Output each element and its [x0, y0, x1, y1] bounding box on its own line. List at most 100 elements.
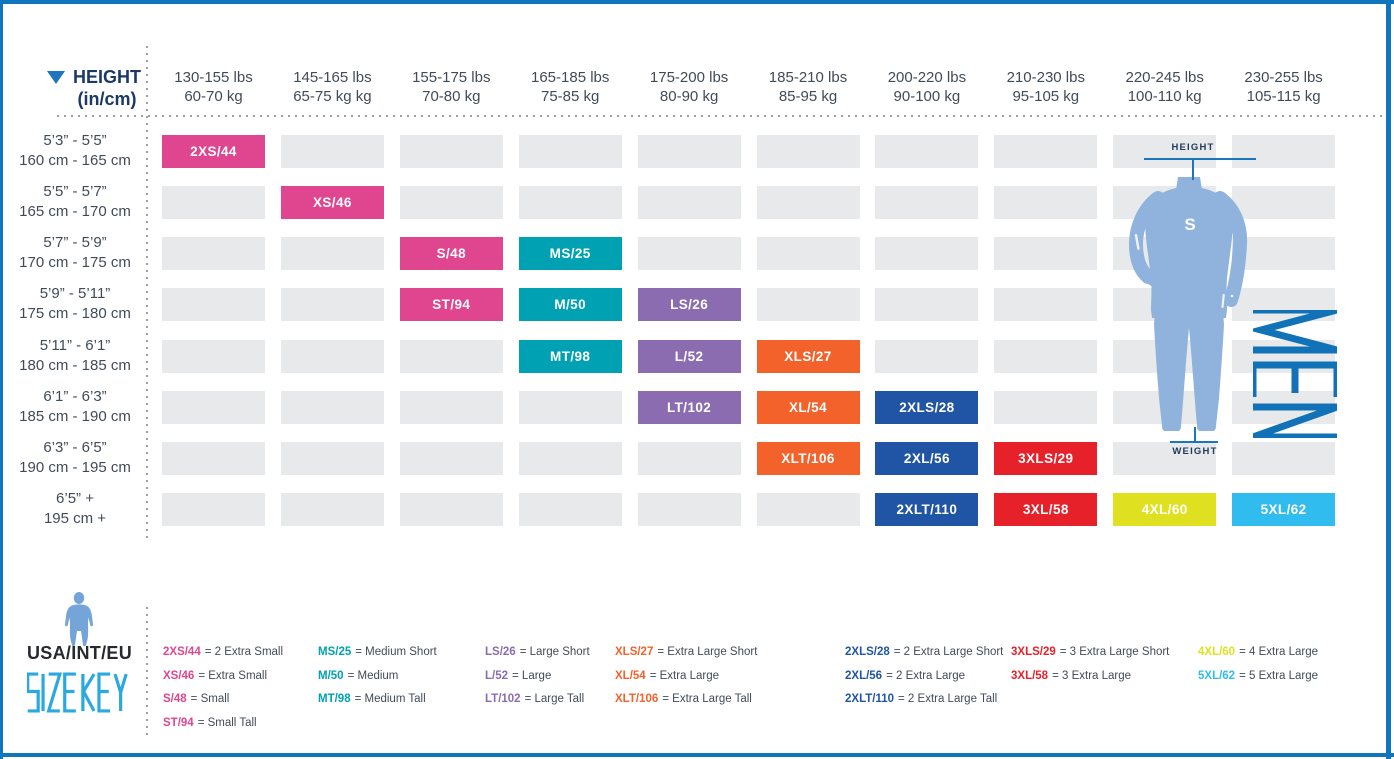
- key-description: = Medium Tall: [354, 693, 426, 706]
- size-cell-2XL/56: 2XL/56: [875, 441, 979, 475]
- wetsuit-left-arm: [1128, 191, 1165, 284]
- size-cell-XS/46: XS/46: [280, 186, 384, 220]
- col-header-kg: 95-105 kg: [1012, 88, 1080, 105]
- men-vertical-label: MEN: [1253, 310, 1337, 438]
- row-label-metric: 160 cm - 165 cm: [19, 152, 131, 169]
- key-entry-2XL/56: 2XL/56 = 2 Extra Large: [845, 669, 965, 684]
- key-description: = Extra Large Tall: [662, 693, 752, 706]
- key-entry-MS/25: MS/25 = Medium Short: [318, 645, 437, 660]
- frame-right: [1386, 0, 1391, 759]
- empty-grid-cell: [162, 237, 265, 271]
- wetsuit-right-arm: [1213, 191, 1248, 307]
- empty-grid-cell: [280, 339, 384, 373]
- empty-grid-cell: [756, 135, 860, 168]
- col-header-lbs: 200-220 lbs: [887, 69, 967, 86]
- col-header-1: 145-165 lbs 65-75 kg kg: [270, 68, 394, 106]
- col-header-kg: 75-85 kg: [541, 88, 600, 105]
- key-entry-LS/26: LS/26 = Large Short: [485, 645, 590, 660]
- empty-grid-cell: [1232, 135, 1336, 168]
- key-entry-S/48: S/48 = Small: [163, 692, 229, 707]
- key-description: = 2 Extra Large Short: [893, 646, 1004, 658]
- size-cell-4XL/60: 4XL/60: [1113, 493, 1217, 527]
- col-header-kg: 80-90 kg: [659, 88, 719, 105]
- key-description: = Medium Short: [355, 646, 437, 658]
- row-label-0: 5’3” - 5’5” 160 cm - 165 cm: [4, 131, 146, 171]
- key-entry-3XL/58: 3XL/58 = 3 Extra Large: [1011, 669, 1131, 684]
- col-header-2: 155-175 lbs 70-80 kg: [389, 68, 513, 106]
- key-description: = Extra Small: [198, 669, 268, 682]
- empty-grid-cell: [399, 441, 503, 475]
- empty-grid-cell: [637, 135, 741, 168]
- row-label-imperial: 6’5” +: [56, 490, 94, 508]
- axis-title: HEIGHT: [72, 67, 141, 87]
- frame-top: [0, 0, 1394, 4]
- col-header-lbs: 165-185 lbs: [530, 69, 610, 86]
- key-code: 2XS/44: [163, 646, 201, 658]
- size-cell-LS/26: LS/26: [637, 288, 741, 322]
- key-entry-L/52: L/52 = Large: [485, 669, 551, 684]
- empty-grid-cell: [637, 493, 741, 527]
- empty-grid-cell: [1232, 237, 1336, 271]
- size-cell-ST/94: ST/94: [399, 288, 503, 322]
- key-code: XLS/27: [615, 646, 654, 658]
- row-label-5: 6’1” - 6’3” 185 cm - 190 cm: [4, 387, 146, 427]
- empty-grid-cell: [518, 186, 622, 220]
- row-label-metric: 175 cm - 180 cm: [19, 305, 131, 323]
- col-header-6: 200-220 lbs 90-100 kg: [865, 68, 989, 106]
- empty-grid-cell: [756, 493, 860, 527]
- frame-bottom: [0, 753, 1394, 757]
- key-code: 5XL/62: [1198, 669, 1236, 682]
- size-cell-MT/98: MT/98: [518, 339, 622, 373]
- empty-grid-cell: [875, 339, 979, 373]
- empty-grid-cell: [280, 390, 384, 424]
- size-cell-L/52: L/52: [637, 339, 741, 373]
- empty-grid-cell: [162, 441, 265, 475]
- row-label-metric: 180 cm - 185 cm: [19, 356, 131, 374]
- col-header-kg: 65-75 kg kg: [293, 88, 372, 105]
- key-description: = 2 Extra Large Tall: [898, 693, 998, 706]
- empty-grid-cell: [994, 237, 1098, 271]
- empty-grid-cell: [637, 441, 741, 475]
- key-code: S/48: [163, 693, 187, 706]
- size-cell-MS/25: MS/25: [518, 237, 622, 271]
- letter-e: [1253, 361, 1337, 397]
- height-measure-line: [1144, 158, 1256, 160]
- col-header-kg: 105-115 kg: [1246, 88, 1321, 105]
- col-header-7: 210-230 lbs 95-105 kg: [984, 68, 1108, 106]
- empty-grid-cell: [637, 237, 741, 271]
- col-header-kg: 60-70 kg: [184, 88, 243, 105]
- row-label-imperial: 5’5” - 5’7”: [43, 183, 107, 201]
- empty-grid-cell: [399, 135, 503, 168]
- key-entry-LT/102: LT/102 = Large Tall: [485, 692, 584, 707]
- col-header-3: 165-185 lbs 75-85 kg: [508, 68, 632, 106]
- size-cell-S/48: S/48: [399, 237, 503, 271]
- row-label-3: 5’9” - 5’11” 175 cm - 180 cm: [4, 284, 146, 324]
- key-description: = Small: [190, 693, 230, 706]
- figure-height-label: HEIGHT: [1171, 142, 1215, 153]
- key-code: M/50: [318, 669, 344, 682]
- key-description: = Medium: [347, 669, 399, 682]
- empty-grid-cell: [399, 390, 503, 424]
- key-code: 2XL/56: [845, 669, 883, 682]
- key-description: = 5 Extra Large: [1239, 669, 1319, 682]
- empty-grid-cell: [518, 135, 622, 168]
- size-cell-5XL/62: 5XL/62: [1232, 493, 1336, 527]
- key-description: = 3 Extra Large: [1052, 669, 1132, 682]
- letter-n: [1253, 403, 1337, 438]
- empty-grid-cell: [162, 390, 265, 424]
- key-entry-2XLS/28: 2XLS/28 = 2 Extra Large Short: [845, 645, 1003, 660]
- col-header-kg: 85-95 kg: [778, 88, 838, 105]
- key-code: XL/54: [615, 669, 646, 682]
- empty-grid-cell: [994, 339, 1098, 373]
- col-header-kg: 90-100 kg: [893, 88, 961, 105]
- frame-left: [0, 0, 3, 759]
- key-entry-ST/94: ST/94 = Small Tall: [163, 716, 257, 731]
- key-code: LT/102: [485, 693, 521, 706]
- key-code: XLT/106: [615, 693, 659, 706]
- col-header-lbs: 185-210 lbs: [768, 69, 848, 86]
- key-code: XS/46: [163, 669, 195, 682]
- weight-measure-connector: [1194, 427, 1196, 443]
- size-cell-3XL/58: 3XL/58: [994, 493, 1098, 527]
- wetsuit-left-leg: [1154, 302, 1189, 431]
- empty-grid-cell: [280, 493, 384, 527]
